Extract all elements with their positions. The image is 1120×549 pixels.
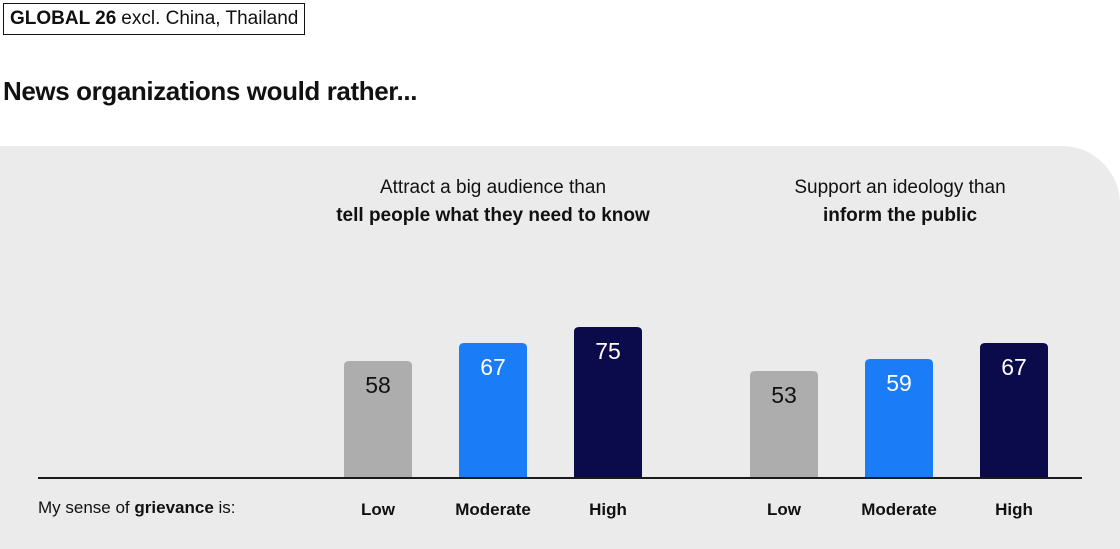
scope-tag: GLOBAL 26 excl. China, Thailand (3, 3, 306, 35)
group-title-2-line2: inform the public (822, 205, 978, 226)
group-title-2-line1: Support an ideology than (794, 177, 1006, 198)
category-label-1-high: High (589, 500, 627, 519)
bar-1-low (344, 361, 412, 477)
axis-note: My sense of grievance is: (38, 498, 236, 518)
bars-layer: 58 Low 67 Moderate 75 High 53 Low 59 Moderate 67 Hi… (344, 327, 1048, 519)
axis-note-bold: grievance (134, 498, 214, 517)
axis-note-prefix: My sense of (38, 498, 130, 517)
category-label-2-low: Low (767, 500, 802, 519)
group-title-1: Attract a big audience than tell people … (293, 174, 693, 230)
group-title-2: Support an ideology than inform the publ… (700, 174, 1100, 230)
axis-note-suffix: is: (218, 498, 236, 517)
value-label-2-high: 67 (1001, 354, 1027, 380)
bar-2-moderate (865, 359, 933, 477)
bar-2-low (750, 371, 818, 477)
scope-tag-bold: GLOBAL 26 (10, 8, 117, 29)
scope-tag-rest: excl. China, Thailand (121, 8, 299, 29)
group-title-1-line2: tell people what they need to know (336, 205, 650, 226)
value-label-1-moderate: 67 (480, 354, 506, 380)
bar-1-moderate (459, 343, 527, 477)
bar-1-high (574, 327, 642, 477)
group-title-1-line1: Attract a big audience than (379, 177, 607, 198)
category-label-2-high: High (995, 500, 1033, 519)
bar-2-high (980, 343, 1048, 477)
category-label-1-low: Low (361, 500, 396, 519)
category-label-2-moderate: Moderate (861, 500, 937, 519)
chart-panel (0, 146, 1120, 549)
category-label-1-moderate: Moderate (455, 500, 531, 519)
value-label-2-moderate: 59 (886, 370, 912, 396)
value-label-1-low: 58 (365, 372, 391, 398)
page-title: News organizations would rather... (3, 76, 418, 106)
value-label-2-low: 53 (771, 382, 797, 408)
value-label-1-high: 75 (595, 338, 621, 364)
